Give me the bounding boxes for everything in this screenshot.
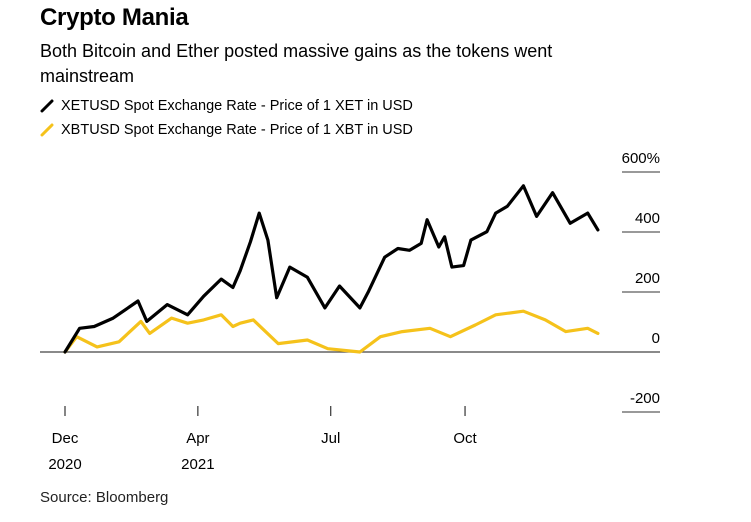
y-axis: 600% 400 200 0 -200: [622, 150, 660, 413]
y-tick-label: 0: [652, 330, 660, 347]
x-tick-sublabel: 2020: [48, 456, 81, 473]
legend-label-xbt: XBTUSD Spot Exchange Rate - Price of 1 X…: [61, 122, 413, 138]
x-axis: Dec 2020 Apr 2021 Jul Oct: [48, 406, 478, 473]
y-tick-label: 600%: [622, 150, 660, 167]
legend-swatch-yellow-icon: [40, 123, 54, 137]
legend-item-xet: XETUSD Spot Exchange Rate - Price of 1 X…: [40, 98, 413, 114]
x-tick-label: Dec: [52, 430, 79, 447]
legend-item-xbt: XBTUSD Spot Exchange Rate - Price of 1 X…: [40, 122, 413, 138]
chart-subtitle: Both Bitcoin and Ether posted massive ga…: [40, 41, 553, 86]
y-tick-label: -200: [630, 390, 660, 407]
y-tick-label: 200: [635, 270, 660, 287]
x-tick-label: Apr: [186, 430, 209, 447]
x-tick-sublabel: 2021: [181, 456, 214, 473]
x-tick-label: Jul: [321, 430, 340, 447]
legend-swatch-black-icon: [40, 99, 54, 113]
y-tick-label: 400: [635, 210, 660, 227]
chart-title: Crypto Mania: [40, 4, 189, 31]
series-lines: [63, 184, 600, 354]
source-note: Source: Bloomberg: [40, 489, 169, 506]
x-tick-label: Oct: [453, 430, 477, 447]
legend-label-xet: XETUSD Spot Exchange Rate - Price of 1 X…: [61, 98, 413, 114]
